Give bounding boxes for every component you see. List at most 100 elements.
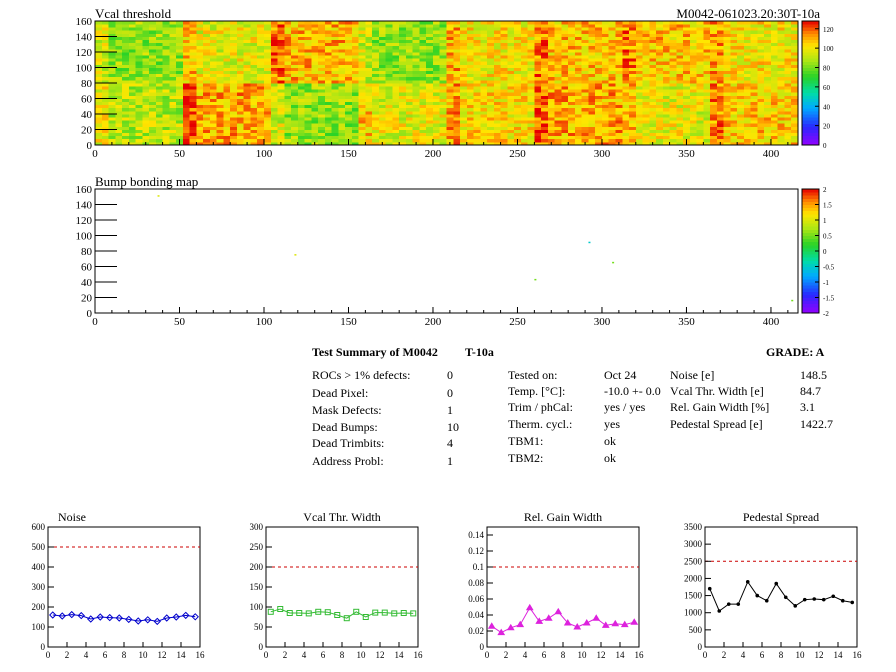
heatmap-cell <box>365 110 373 115</box>
heatmap-cell <box>493 30 501 34</box>
heatmap-cell <box>622 95 630 99</box>
heatmap-cell <box>345 114 353 118</box>
heatmap-cell <box>392 27 400 31</box>
heatmap-cell <box>757 123 765 127</box>
heatmap-cell <box>683 107 691 112</box>
heatmap-cell <box>547 86 556 90</box>
heatmap-cell <box>757 45 765 50</box>
heatmap-cell <box>453 73 461 78</box>
heatmap-cell <box>358 83 366 87</box>
heatmap-cell <box>595 55 603 59</box>
heatmap-cell <box>581 73 589 78</box>
heatmap-cell <box>149 73 157 78</box>
heatmap-cell <box>169 21 177 25</box>
heatmap-cell <box>608 114 616 118</box>
heatmap-cell <box>122 33 130 37</box>
heatmap-cell <box>500 83 508 87</box>
heatmap-cell <box>318 52 326 56</box>
heatmap-cell <box>568 27 576 31</box>
heatmap-cell <box>223 79 231 84</box>
heatmap-cell <box>723 86 731 90</box>
heatmap-cell <box>405 114 414 118</box>
heatmap-cell <box>203 55 211 59</box>
heatmap-cell <box>358 39 366 44</box>
heatmap-cell <box>196 76 204 81</box>
heatmap-cell <box>716 76 725 81</box>
heatmap-cell <box>757 27 765 31</box>
heatmap-cell <box>236 70 245 75</box>
heatmap-cell <box>568 48 576 53</box>
heatmap-cell <box>203 92 211 96</box>
heatmap-cell <box>209 107 218 112</box>
heatmap-cell <box>257 36 265 40</box>
heatmap-cell <box>108 107 116 112</box>
heatmap-cell <box>223 110 231 115</box>
heatmap-cell <box>500 27 508 31</box>
heatmap-cell <box>236 107 245 112</box>
heatmap-cell <box>743 129 752 133</box>
heatmap-cell <box>291 30 299 34</box>
heatmap-cell <box>426 39 434 44</box>
heatmap-cell <box>169 76 177 81</box>
heatmap-cell <box>378 55 387 59</box>
heatmap-cell <box>230 73 238 78</box>
data-point <box>487 622 496 629</box>
heatmap-cell <box>155 138 163 143</box>
heatmap-cell <box>534 45 542 50</box>
heatmap-cell <box>460 138 468 143</box>
heatmap-cell <box>311 76 319 81</box>
heatmap-cell <box>466 52 474 56</box>
heatmap-cell <box>439 120 447 124</box>
heatmap-cell <box>284 36 292 40</box>
heatmap-cell <box>189 58 197 62</box>
heatmap-cell <box>608 110 616 115</box>
heatmap-cell <box>236 117 245 121</box>
heatmap-cell <box>236 101 245 106</box>
heatmap-cell <box>365 24 373 28</box>
y-tick-label: 140 <box>76 32 93 44</box>
heatmap-cell <box>115 95 123 99</box>
heatmap-cell <box>365 132 373 137</box>
heatmap-cell <box>419 42 427 47</box>
heatmap-cell <box>757 107 765 112</box>
heatmap-cell <box>629 92 637 96</box>
heatmap-cell <box>554 79 562 84</box>
heatmap-cell <box>318 45 326 50</box>
heatmap-cell <box>608 21 616 25</box>
heatmap-cell <box>345 126 353 130</box>
heatmap-cell <box>122 70 130 75</box>
heatmap-cell <box>162 135 170 140</box>
heatmap-cell <box>629 21 637 25</box>
heatmap-cell <box>142 45 150 50</box>
heatmap-cell <box>176 107 184 112</box>
heatmap-cell <box>635 67 643 71</box>
heatmap-cell <box>595 89 603 93</box>
heatmap-cell <box>405 42 414 47</box>
heatmap-cell <box>554 24 562 28</box>
heatmap-cell <box>345 30 353 34</box>
heatmap-cell <box>122 42 130 47</box>
heatmap-cell <box>453 95 461 99</box>
heatmap-cell <box>615 110 623 115</box>
scale-swatch <box>802 83 819 87</box>
heatmap-cell <box>473 141 481 146</box>
heatmap-cell <box>331 55 339 59</box>
heatmap-cell <box>453 98 461 102</box>
heatmap-cell <box>257 132 265 137</box>
heatmap-cell <box>257 52 265 56</box>
heatmap-cell <box>561 24 569 28</box>
heatmap-cell <box>176 117 184 121</box>
heatmap-cell <box>723 30 731 34</box>
heatmap-cell <box>608 30 616 34</box>
heatmap-cell <box>108 132 116 137</box>
heatmap-cell <box>432 52 441 56</box>
heatmap-cell <box>142 58 150 62</box>
heatmap-cell <box>149 95 157 99</box>
heatmap-cell <box>568 114 576 118</box>
heatmap-cell <box>243 79 251 84</box>
heatmap-cell <box>629 33 637 37</box>
heatmap-cell <box>291 67 299 71</box>
heatmap-cell <box>243 76 251 81</box>
heatmap-cell <box>365 98 373 102</box>
heatmap-cell <box>757 30 765 34</box>
